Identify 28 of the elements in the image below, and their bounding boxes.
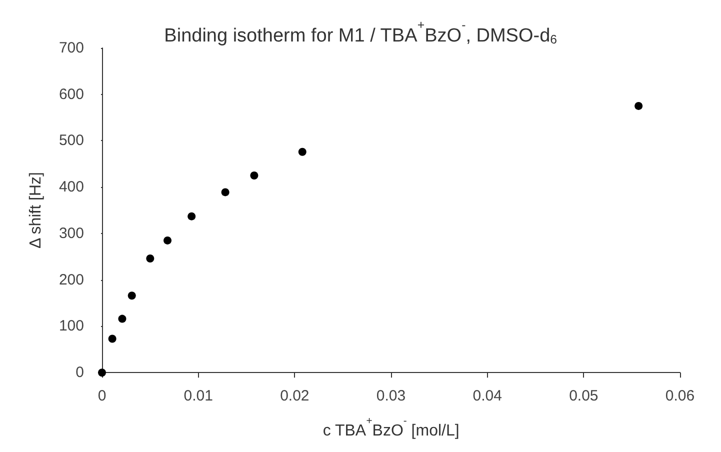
x-tick-label: 0.04 (472, 388, 502, 405)
x-axis-title: c TBA+BzO- [mol/L] (322, 416, 460, 440)
point (164, 236, 172, 244)
y-tick-label: 0 (76, 364, 84, 382)
x-tick-label: 0.03 (376, 388, 406, 405)
point (221, 188, 230, 196)
point (188, 212, 196, 220)
y-tick-label: 200 (58, 271, 84, 288)
y-tick-label: 600 (58, 86, 84, 103)
point (118, 314, 126, 323)
point (250, 172, 258, 180)
point (146, 254, 154, 263)
point (298, 148, 306, 156)
x-tick-label: 0.06 (665, 388, 695, 405)
point (108, 334, 116, 343)
y-tick-label: 300 (58, 224, 84, 242)
x-tick-label: 0.02 (280, 388, 310, 405)
y-tick-label: 400 (58, 178, 84, 196)
point (634, 102, 643, 110)
x-tick-label: 0.05 (569, 388, 598, 405)
y-tick-label: 100 (58, 318, 84, 335)
x-tick-label: 0 (98, 388, 106, 405)
y-axis-title: Δ shift [Hz] (28, 172, 44, 249)
point (128, 292, 136, 300)
chart-title: Binding isotherm for M1 / TBA+BzO-, DMSO-d6 (164, 18, 558, 47)
y-tick-label: 700 (58, 40, 84, 56)
x-tick-label: 0.01 (184, 388, 213, 405)
y-tick-label: 500 (58, 132, 84, 150)
